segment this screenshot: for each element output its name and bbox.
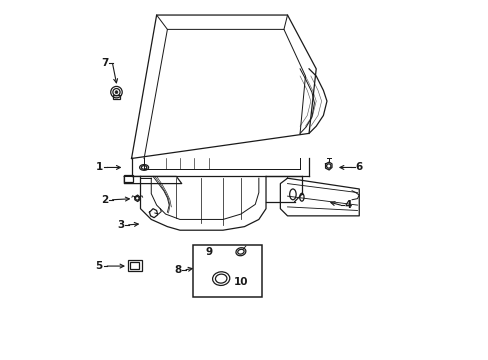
Text: 7: 7	[101, 58, 108, 68]
Text: 6: 6	[355, 162, 362, 172]
Text: 3: 3	[117, 220, 124, 230]
Text: 1: 1	[96, 162, 102, 172]
Text: 4: 4	[344, 200, 351, 210]
Text: 5: 5	[96, 261, 102, 271]
Circle shape	[115, 91, 118, 94]
Text: 8: 8	[174, 265, 182, 275]
Text: 10: 10	[233, 277, 247, 287]
Text: 9: 9	[204, 247, 212, 257]
Text: 2: 2	[101, 195, 108, 205]
